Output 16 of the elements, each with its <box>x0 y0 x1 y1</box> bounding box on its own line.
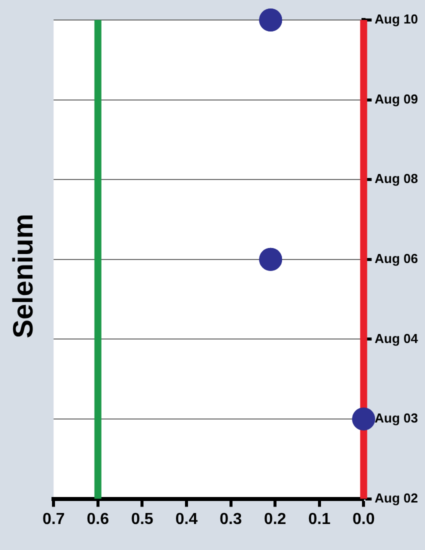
x-tick-label: 0.7 <box>42 510 65 528</box>
y-tick-label: Aug 08 <box>374 171 418 186</box>
y-tick-label: Aug 02 <box>374 490 418 506</box>
x-tick-label: 0.6 <box>86 510 110 528</box>
x-tick-label: 0.1 <box>308 510 331 528</box>
y-tick-label: Aug 10 <box>374 12 418 27</box>
y-tick-label: Aug 03 <box>374 410 418 426</box>
x-tick-label: 0.5 <box>131 510 154 528</box>
x-tick-label: 0.0 <box>352 510 375 528</box>
y-tick-label: Aug 06 <box>374 250 418 266</box>
x-tick-label: 0.4 <box>175 510 198 528</box>
y-tick-label: Aug 09 <box>374 91 418 106</box>
x-tick-label: 0.3 <box>220 510 242 528</box>
x-tick-label: 0.2 <box>264 510 286 528</box>
y-tick-label: Aug 04 <box>374 330 419 346</box>
text: Selenium <box>8 214 39 338</box>
